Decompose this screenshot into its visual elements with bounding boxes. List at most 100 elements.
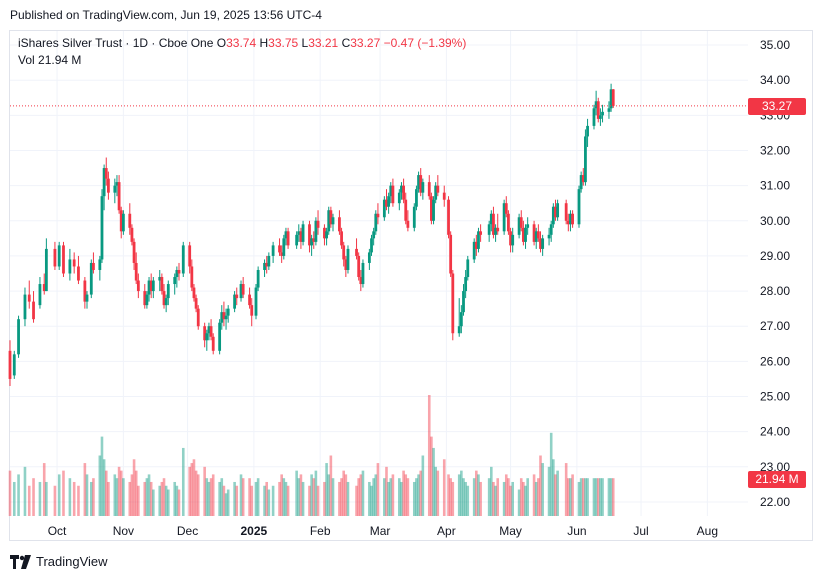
volume-bar-85: [310, 474, 313, 516]
candle-body-10: [57, 245, 61, 267]
candle-body-40: [160, 277, 164, 292]
volume-bar-140: [479, 481, 482, 516]
candle-body-0: [8, 350, 12, 379]
candle-body-43: [166, 284, 170, 299]
candle-body-64: [235, 294, 239, 299]
candle-body-61: [224, 315, 228, 320]
candle-body-140: [479, 231, 483, 235]
volume-bar-160: [541, 463, 544, 516]
candle-body-50: [192, 287, 196, 299]
volume-bar-154: [524, 485, 527, 516]
volume-bar-54: [205, 478, 209, 516]
volume-bar-149: [509, 485, 512, 516]
volume-bar-41: [162, 478, 166, 516]
volume-bar-74: [271, 485, 275, 516]
volume-bar-46: [177, 489, 181, 516]
candle-body-132: [457, 326, 461, 334]
volume-bar-71: [263, 485, 266, 516]
candle-body-105: [372, 231, 376, 239]
candle-body-126: [434, 185, 438, 200]
candle-body-154: [524, 227, 527, 242]
volume-bar-100: [357, 478, 360, 516]
volume-bar-89: [323, 481, 326, 516]
candle-body-171: [579, 175, 583, 190]
candle-body-117: [406, 220, 410, 228]
x-tick-label-8: Jun: [567, 524, 586, 538]
volume-bar-57: [211, 474, 215, 516]
volume-bar-106: [374, 474, 378, 516]
candle-body-26: [117, 182, 121, 211]
volume-bar-88: [316, 485, 320, 516]
volume-bar-123: [427, 395, 431, 516]
candle-body-133: [459, 312, 463, 327]
volume-bar-12: [68, 478, 72, 516]
candle-body-177: [596, 101, 600, 119]
candle-body-65: [239, 284, 243, 299]
candle-body-12: [68, 259, 72, 274]
volume-bar-1: [12, 481, 16, 516]
candle-body-78: [284, 231, 288, 239]
volume-bar-174: [586, 478, 589, 516]
volume-bar-157: [534, 481, 538, 516]
volume-bar-169: [571, 474, 574, 516]
tradingview-logo[interactable]: TradingView: [10, 554, 108, 569]
volume-bar-16: [85, 474, 89, 516]
x-tick-label-4: Feb: [310, 524, 331, 538]
candle-body-158: [536, 231, 540, 239]
volume-bar-59: [220, 478, 224, 516]
volume-bar-153: [522, 481, 525, 516]
volume-bar-80: [295, 470, 298, 516]
candle-body-67: [248, 294, 251, 306]
candle-body-9: [53, 248, 57, 267]
candle-body-63: [233, 294, 237, 309]
candle-body-60: [222, 312, 226, 320]
volume-bar-31: [132, 459, 136, 516]
volume-tag: 21.94 M: [748, 471, 806, 488]
volume-bar-168: [569, 478, 572, 516]
candle-body-4: [27, 294, 31, 302]
volume-bar-119: [415, 478, 418, 516]
candle-body-22: [104, 168, 108, 179]
candle-body-160: [541, 238, 545, 249]
candle-body-58: [218, 322, 222, 351]
candle-body-180: [607, 108, 611, 112]
candle-body-19: [98, 259, 102, 270]
volume-bar-116: [404, 474, 408, 516]
volume-bar-5: [32, 478, 35, 516]
volume-bar-36: [147, 474, 151, 516]
candle-body-131: [451, 273, 455, 334]
candle-body-102: [361, 262, 365, 285]
volume-bar-144: [494, 485, 497, 516]
volume-bar-128: [442, 459, 446, 516]
volume-bar-79: [286, 485, 290, 516]
candle-body-173: [584, 136, 587, 183]
candle-body-18: [92, 262, 95, 270]
volume-bar-32: [134, 470, 138, 516]
candle-body-144: [494, 227, 497, 235]
volume-bar-117: [406, 478, 410, 516]
volume-bar-113: [398, 478, 401, 516]
candle-body-179: [601, 111, 604, 116]
volume-bar-47: [181, 447, 185, 516]
volume-bar-132: [457, 474, 461, 516]
candle-body-157: [534, 231, 538, 242]
low-label: L: [301, 36, 309, 50]
candle-body-39: [158, 277, 162, 281]
candle-body-99: [355, 248, 358, 256]
volume-bar-73: [267, 489, 271, 516]
volume-bar-13: [72, 481, 76, 516]
candle-body-156: [532, 224, 536, 242]
candle-body-153: [521, 227, 525, 242]
candle-body-122: [421, 182, 425, 193]
volume-bar-134: [462, 478, 465, 516]
volume-bar-37: [149, 481, 153, 516]
candle-body-112: [391, 185, 395, 204]
candle-body-104: [370, 238, 373, 253]
volume-bar-177: [596, 478, 600, 516]
candle-body-89: [323, 227, 326, 239]
candle-body-159: [539, 238, 542, 249]
volume-bar-84: [308, 485, 311, 516]
candle-body-94: [338, 217, 341, 232]
candle-body-71: [263, 262, 266, 270]
